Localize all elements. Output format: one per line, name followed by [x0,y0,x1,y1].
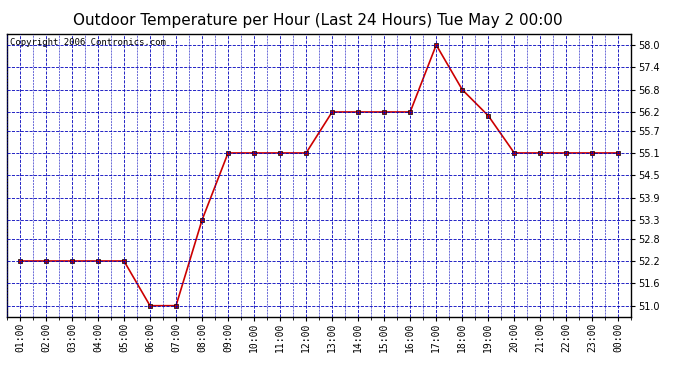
Text: Copyright 2006 Contronics.com: Copyright 2006 Contronics.com [10,38,166,47]
Text: Outdoor Temperature per Hour (Last 24 Hours) Tue May 2 00:00: Outdoor Temperature per Hour (Last 24 Ho… [72,13,562,28]
